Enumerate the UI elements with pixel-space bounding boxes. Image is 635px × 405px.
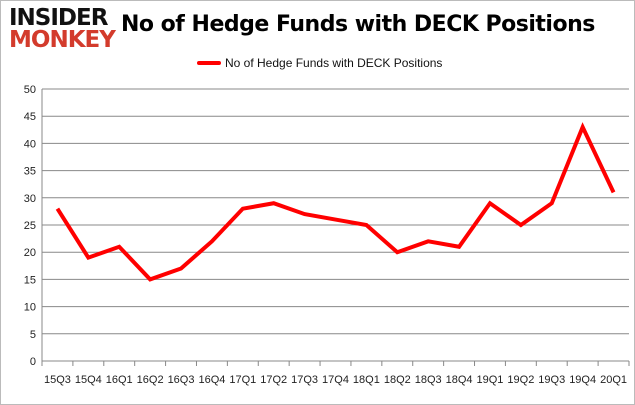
x-tick-label: 16Q1 <box>106 374 133 386</box>
x-tick-label: 15Q4 <box>75 374 102 386</box>
x-tick-label: 18Q1 <box>353 374 380 386</box>
y-tick-label: 5 <box>30 329 36 341</box>
y-tick-label: 50 <box>24 84 36 96</box>
logo-line1: INSIDER <box>9 5 108 31</box>
legend-label: No of Hedge Funds with DECK Positions <box>225 56 443 70</box>
x-tick-label: 17Q3 <box>291 374 318 386</box>
x-tick-label: 17Q1 <box>229 374 256 386</box>
series-line <box>55 122 616 282</box>
x-tick-label: 19Q2 <box>507 374 534 386</box>
x-tick-label: 18Q4 <box>446 374 473 386</box>
y-tick-label: 0 <box>30 356 36 368</box>
logo-line2: MONKEY <box>9 27 116 53</box>
legend: No of Hedge Funds with DECK Positions <box>197 56 442 70</box>
legend-swatch <box>197 61 221 65</box>
insider-monkey-logo: INSIDER MONKEY <box>9 7 117 53</box>
x-tick-label: 17Q2 <box>260 374 287 386</box>
y-tick-label: 35 <box>24 166 36 178</box>
y-tick-label: 40 <box>24 138 36 150</box>
x-tick-label: 16Q3 <box>168 374 195 386</box>
y-tick-label: 15 <box>24 274 36 286</box>
x-tick-label: 16Q2 <box>137 374 164 386</box>
x-tick-label: 17Q4 <box>322 374 349 386</box>
x-tick-label: 19Q3 <box>538 374 565 386</box>
x-tick-label: 15Q3 <box>44 374 71 386</box>
x-tick-label: 20Q1 <box>600 374 627 386</box>
y-tick-label: 20 <box>24 247 36 259</box>
chart-title: No of Hedge Funds with DECK Positions <box>121 12 595 37</box>
y-tick-label: 45 <box>24 111 36 123</box>
y-tick-label: 10 <box>24 302 36 314</box>
x-tick-label: 19Q4 <box>569 374 596 386</box>
y-tick-label: 30 <box>24 193 36 205</box>
y-tick-label: 25 <box>24 220 36 232</box>
x-tick-label: 16Q4 <box>198 374 225 386</box>
x-tick-label: 18Q2 <box>384 374 411 386</box>
x-tick-label: 19Q1 <box>477 374 504 386</box>
x-tick-label: 18Q3 <box>415 374 442 386</box>
